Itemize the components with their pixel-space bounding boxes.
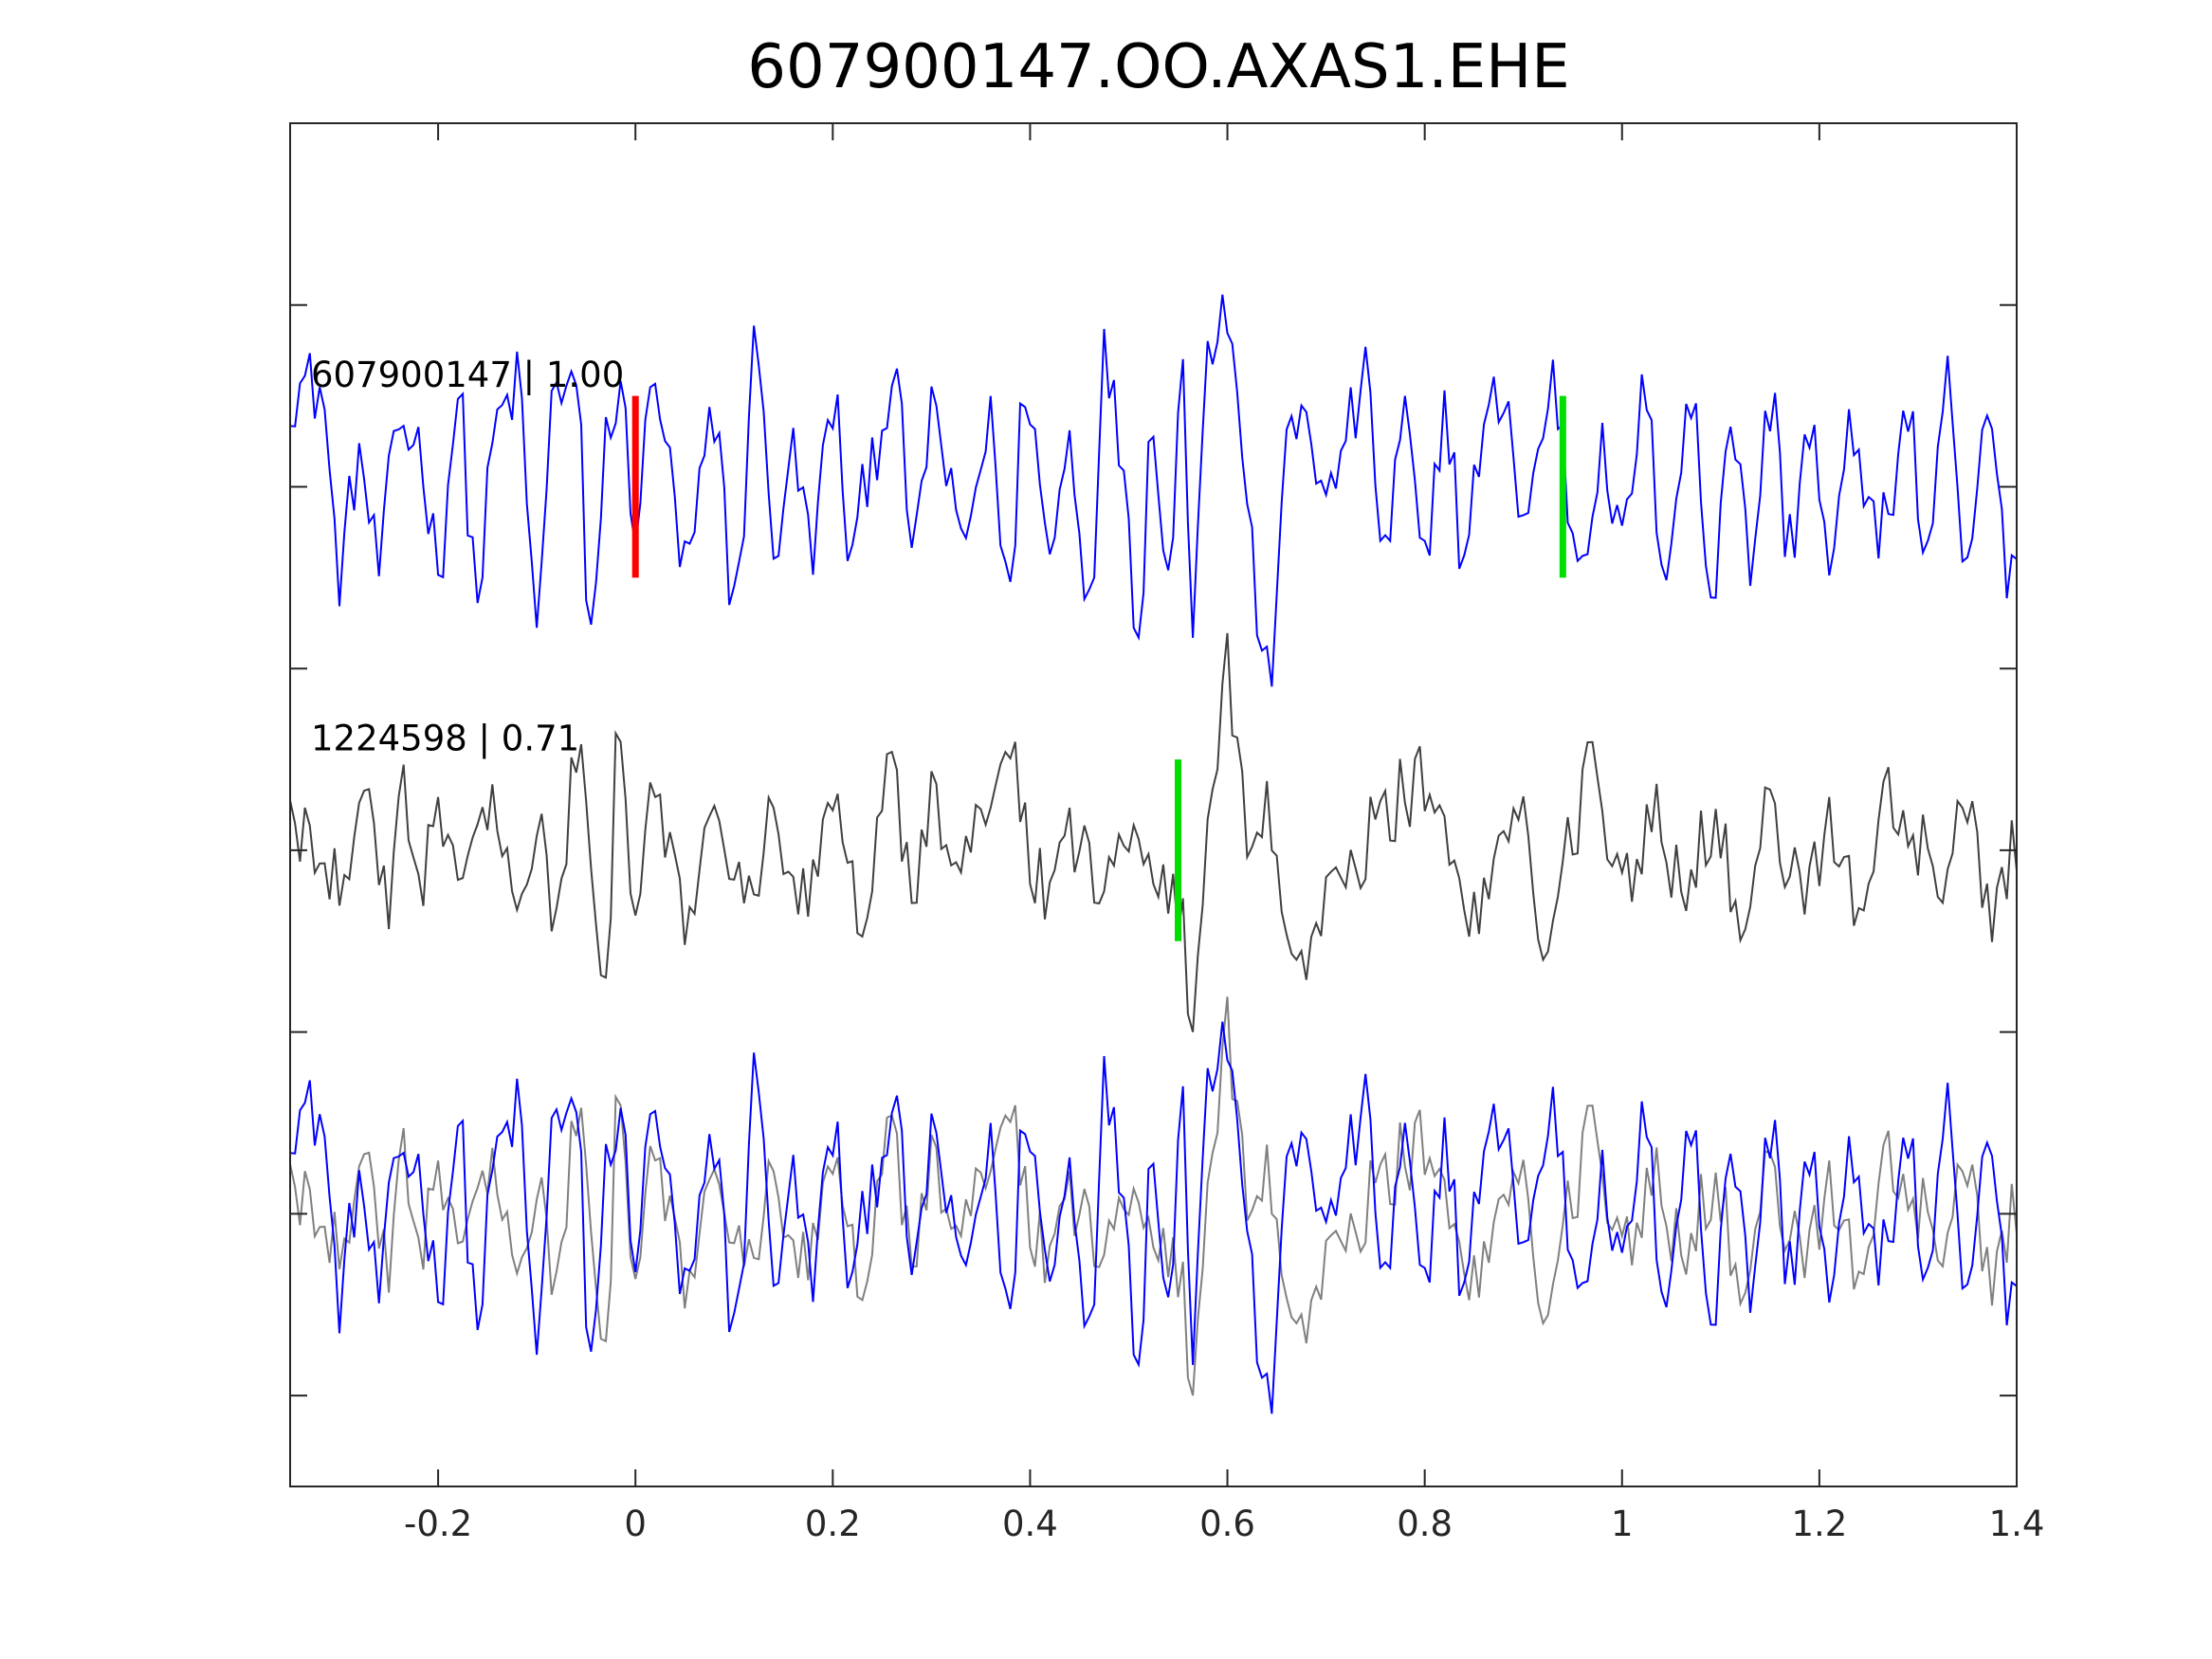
pick-markers	[631, 395, 1566, 941]
trace-3	[289, 996, 2018, 1396]
x-tick-label: 1.2	[1791, 1504, 1847, 1544]
traces	[289, 294, 2018, 1414]
trace-0	[289, 294, 2018, 687]
x-tick-label: 1.4	[1989, 1504, 2045, 1544]
x-tick-label: -0.2	[404, 1504, 472, 1544]
x-tick-label: 0.4	[1002, 1504, 1058, 1544]
trace-label-0: 607900147 | 1.00	[311, 355, 624, 395]
axes-box	[289, 122, 2018, 1487]
trace-label-1: 1224598 | 0.71	[311, 718, 579, 758]
x-tick-label: 0.6	[1199, 1504, 1255, 1544]
chart-title: 607900147.OO.AXAS1.EHE	[747, 32, 1569, 102]
x-tick-label: 0.2	[805, 1504, 861, 1544]
x-tick-label: 0.8	[1397, 1504, 1453, 1544]
trace-2	[289, 1021, 2018, 1414]
x-tick-label: 0	[624, 1504, 647, 1544]
trace-labels: 607900147 | 1.00 1224598 | 0.71	[311, 355, 624, 758]
x-tick-label: 1	[1611, 1504, 1634, 1544]
trace-1	[289, 632, 2018, 1032]
axes: -0.2 0 0.2 0.4 0.6 0.8 1 1.2 1.4	[289, 122, 2045, 1544]
